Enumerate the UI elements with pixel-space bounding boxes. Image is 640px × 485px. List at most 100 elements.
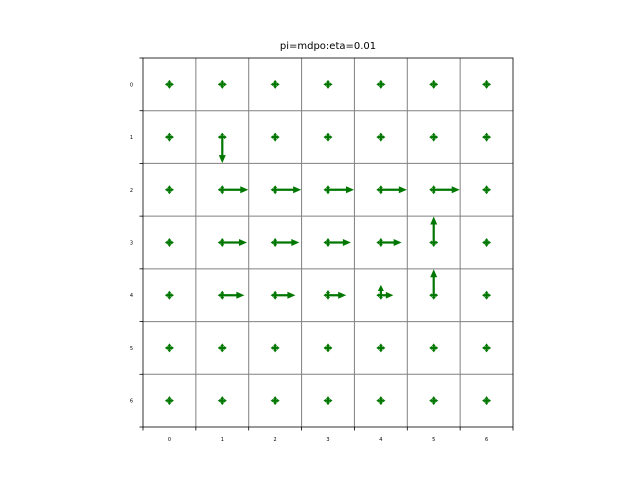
policy-arrow xyxy=(273,347,278,353)
grid xyxy=(143,58,513,427)
policy-arrow xyxy=(325,79,331,85)
policy-arrow xyxy=(325,132,331,138)
policy-arrow xyxy=(220,132,225,138)
policy-arrow xyxy=(323,135,328,140)
policy-arrow xyxy=(270,187,276,192)
policy-arrow xyxy=(484,290,489,296)
action-arrows-cell xyxy=(323,185,354,195)
y-tick-label: 3 xyxy=(130,241,133,247)
policy-arrow xyxy=(325,347,331,353)
policy-arrow xyxy=(325,400,331,406)
policy-arrow xyxy=(484,132,489,138)
x-tick-label: 5 xyxy=(432,437,435,443)
policy-arrow xyxy=(167,84,172,89)
policy-arrow xyxy=(323,293,328,298)
policy-arrow xyxy=(484,343,489,348)
policy-arrow xyxy=(220,189,225,195)
policy-arrow xyxy=(486,398,492,403)
policy-arrow xyxy=(429,240,434,245)
action-arrows-cell xyxy=(482,343,492,353)
policy-arrow xyxy=(164,345,170,350)
policy-arrow xyxy=(273,189,278,195)
x-tick-label: 0 xyxy=(168,437,171,443)
action-arrows-cell xyxy=(323,343,333,353)
policy-arrow xyxy=(376,398,381,403)
x-tick-label: 6 xyxy=(485,437,488,443)
x-tick-label: 2 xyxy=(274,437,277,443)
policy-arrow xyxy=(167,347,172,353)
policy-arrow xyxy=(169,187,174,192)
policy-arrow xyxy=(164,293,170,298)
axes: 0 1 2 3 4 5 6 0 1 2 3 4 5 6 xyxy=(130,57,514,443)
y-tick-label: 4 xyxy=(130,293,133,299)
policy-arrow xyxy=(217,82,223,87)
action-arrows-cell xyxy=(217,343,227,353)
action-arrows-cell xyxy=(270,238,300,247)
policy-arrow xyxy=(275,291,296,299)
policy-arrow xyxy=(167,79,172,85)
x-tick-label: 4 xyxy=(379,437,382,443)
chart-title: pi=mdpo:eta=0.01 xyxy=(280,41,376,52)
action-arrows-cell xyxy=(217,238,247,247)
policy-arrow xyxy=(164,135,170,140)
policy-arrow xyxy=(380,398,386,403)
policy-arrow xyxy=(167,132,172,138)
policy-arrow xyxy=(167,137,172,142)
policy-arrow xyxy=(328,239,351,246)
policy-arrow xyxy=(220,396,225,401)
policy-arrow xyxy=(378,79,383,85)
policy-arrow xyxy=(273,79,278,85)
action-arrows-cell xyxy=(482,79,492,89)
policy-arrow xyxy=(169,293,174,298)
policy-arrow xyxy=(169,82,174,87)
policy-arrow xyxy=(273,400,278,406)
policy-arrow xyxy=(167,295,172,300)
policy-arrow xyxy=(482,82,487,87)
policy-arrow xyxy=(378,295,383,300)
action-arrows-cell xyxy=(376,238,402,247)
policy-arrow xyxy=(429,82,434,87)
action-arrows-cell xyxy=(323,290,347,300)
action-arrows-cell xyxy=(270,185,302,195)
action-arrows-cell xyxy=(482,132,492,142)
policy-arrow xyxy=(328,82,333,87)
policy-arrow xyxy=(484,84,489,89)
policy-arrow xyxy=(273,242,278,247)
action-arrows-cell xyxy=(482,238,492,247)
policy-arrow xyxy=(270,240,276,245)
policy-arrow xyxy=(486,293,492,298)
action-arrows-cell xyxy=(164,343,174,353)
policy-arrow xyxy=(429,398,434,403)
action-arrows-cell xyxy=(164,79,174,89)
policy-arrow xyxy=(376,187,381,192)
policy-arrow xyxy=(220,238,225,243)
policy-arrow xyxy=(167,396,172,401)
policy-arrow xyxy=(482,240,487,245)
policy-arrow xyxy=(431,84,436,89)
policy-arrow xyxy=(217,398,223,403)
policy-arrow xyxy=(431,295,436,300)
policy-arrow xyxy=(323,187,328,192)
policy-arrow xyxy=(164,187,170,192)
policy-arrow xyxy=(378,396,383,401)
action-arrows-cell xyxy=(164,396,174,406)
policy-arrow xyxy=(328,135,333,140)
policy-arrow xyxy=(376,82,381,87)
policy-arrow xyxy=(167,238,172,243)
policy-arrow xyxy=(433,398,439,403)
action-arrows-cell xyxy=(164,185,174,195)
action-arrows-cell xyxy=(429,185,460,195)
action-arrows-cell xyxy=(323,132,333,142)
policy-arrow xyxy=(169,135,174,140)
policy-arrow xyxy=(273,343,278,348)
policy-arrow xyxy=(431,400,436,406)
policy-arrow xyxy=(380,345,386,350)
policy-arrow xyxy=(275,186,302,194)
policy-arrow xyxy=(486,135,492,140)
y-tick-label: 5 xyxy=(130,346,133,352)
policy-arrow xyxy=(484,137,489,142)
policy-arrow xyxy=(217,135,223,140)
action-arrows-cell xyxy=(217,396,227,406)
policy-arrow xyxy=(431,347,436,353)
